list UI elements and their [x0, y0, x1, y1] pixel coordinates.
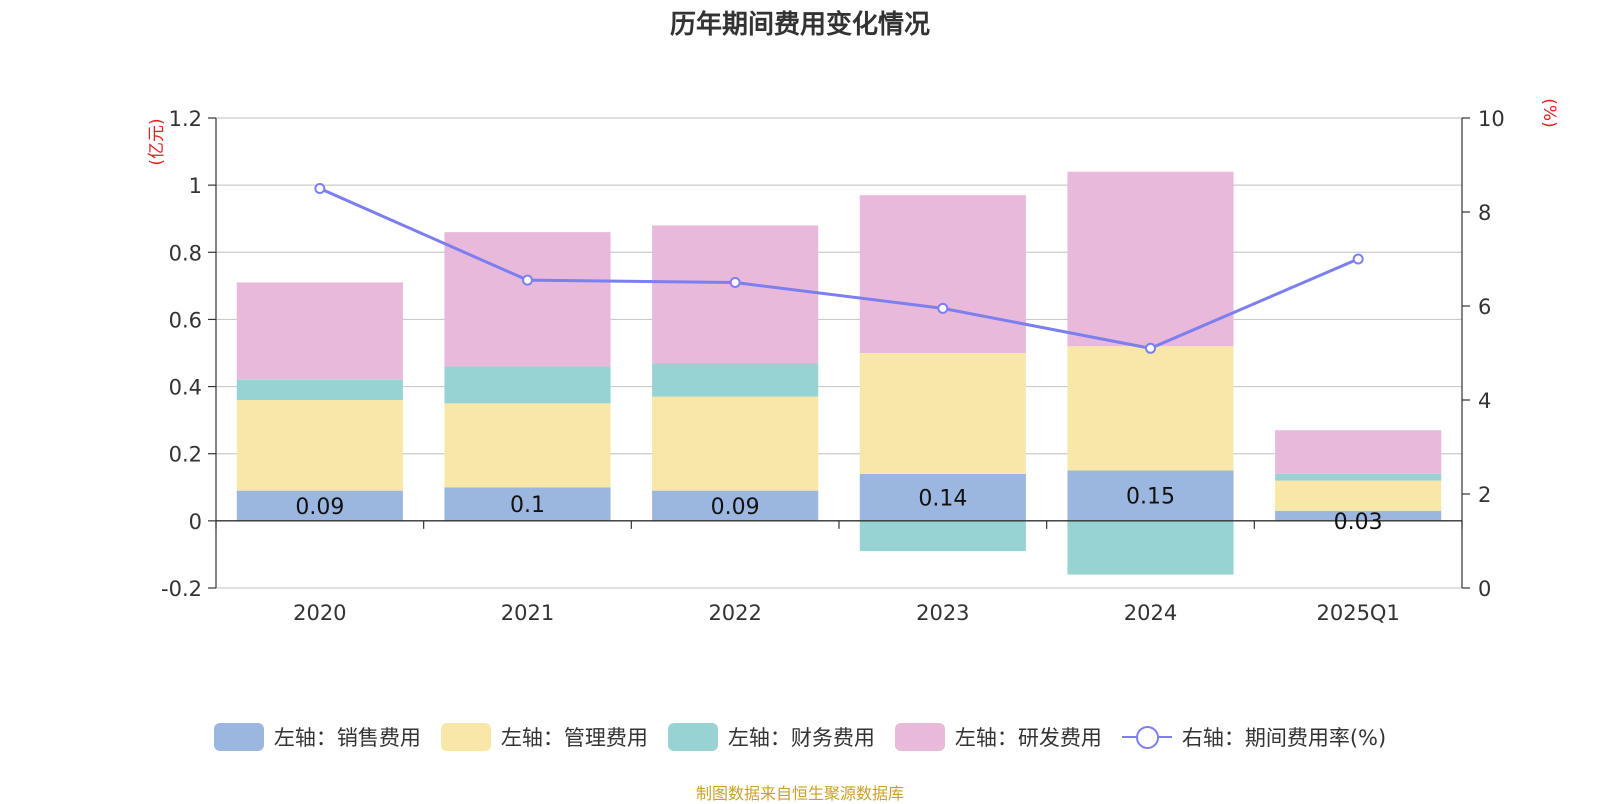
rate-point [1352, 253, 1364, 265]
x-tick-label: 2020 [293, 601, 346, 625]
bar-2023-s0 [859, 473, 1026, 521]
legend-swatch-admin [440, 723, 491, 751]
bar-2023-s3 [859, 195, 1026, 353]
chart-area: -0.2 0 0.2 0.4 0.6 0.8 1 1.2 0 2 4 6 8 10 (亿元) (%) 2020 2… [147, 98, 1559, 625]
bar-2021-s0 [444, 487, 611, 521]
data-label: 0.14 [918, 486, 967, 511]
rate-line [319, 187, 1359, 350]
right-tick-label: 6 [1478, 295, 1491, 319]
legend-label-admin: 左轴：管理费用 [500, 726, 648, 750]
legend-label-rate: 右轴：期间费用率(%) [1181, 726, 1387, 750]
right-unit-label: (%) [1539, 98, 1559, 127]
bar-2023-s1 [859, 353, 1026, 474]
left-tick-label: 0.8 [169, 241, 202, 265]
axes-group: -0.2 0 0.2 0.4 0.6 0.8 1 1.2 0 2 4 6 8 10 (亿元) (%) 2020 2… [147, 98, 1559, 625]
left-tick-label: 0.4 [169, 376, 202, 400]
data-label: 0.09 [295, 495, 344, 520]
source-note: 制图数据来自恒生聚源数据库 [695, 784, 904, 803]
left-tick-label: 0.2 [169, 443, 202, 467]
legend-item-admin[interactable]: 左轴：管理费用 [440, 722, 648, 752]
bar-2021-s3 [444, 232, 611, 367]
legend-line-marker [1121, 723, 1172, 751]
bar-2022-s0 [652, 490, 819, 521]
bar-2025Q1-s2 [1275, 473, 1442, 481]
data-label: 0.1 [510, 493, 545, 518]
left-tick-label: 0 [189, 510, 202, 534]
bar-2020-s2 [236, 379, 403, 400]
bar-2024-s2 [1067, 520, 1234, 575]
legend-dot [1135, 726, 1159, 749]
legend-item-rate[interactable]: 右轴：期间费用率(%) [1121, 722, 1387, 752]
data-label: 0.15 [1126, 485, 1175, 510]
legend-label-rd: 左轴：研发费用 [954, 726, 1102, 750]
bar-2021-s2 [444, 366, 611, 404]
left-tick-label: 0.6 [169, 308, 202, 332]
bar-2022-s3 [652, 225, 819, 364]
right-tick-label: 2 [1478, 483, 1491, 507]
bar-2020-s1 [236, 400, 403, 491]
legend-swatch-rd [894, 723, 945, 751]
x-tick-label: 2025Q1 [1316, 601, 1399, 625]
right-tick-label: 0 [1478, 577, 1491, 601]
bar-2024-s0 [1067, 470, 1234, 521]
bar-2022-s2 [652, 363, 819, 397]
right-tick-label: 4 [1478, 389, 1491, 413]
rate-point [1145, 342, 1156, 354]
bar-2024-s1 [1067, 346, 1234, 471]
x-tick-label: 2021 [501, 601, 554, 625]
bar-2020-s3 [236, 282, 403, 380]
rate-line-group [314, 183, 1364, 354]
legend-label-sales: 左轴：销售费用 [273, 726, 421, 750]
legend: 左轴：销售费用 左轴：管理费用 左轴：财务费用 左轴：研发费用 右轴：期间费用率… [0, 720, 1600, 754]
bar-2021-s1 [444, 403, 611, 488]
right-tick-label: 10 [1478, 107, 1505, 131]
x-tick-label: 2024 [1124, 601, 1177, 625]
bar-2022-s1 [652, 396, 819, 491]
rate-point [729, 277, 741, 288]
legend-item-finance[interactable]: 左轴：财务费用 [667, 722, 875, 752]
legend-item-rd[interactable]: 左轴：研发费用 [894, 722, 1102, 752]
left-tick-label: 1.2 [169, 107, 202, 131]
legend-swatch-sales [213, 723, 264, 751]
legend-item-sales[interactable]: 左轴：销售费用 [213, 722, 421, 752]
bar-2024-s3 [1067, 171, 1234, 347]
chart-title: 历年期间费用变化情况 [669, 10, 930, 40]
bar-2025Q1-s1 [1275, 480, 1442, 511]
bar-2020-s0 [236, 490, 403, 521]
legend-label-finance: 左轴：财务费用 [727, 726, 875, 750]
bar-2023-s2 [859, 520, 1026, 552]
rate-point [522, 274, 533, 286]
bar-2025Q1-s0 [1275, 510, 1442, 521]
rate-point [937, 302, 949, 314]
left-tick-label: -0.2 [161, 577, 202, 601]
x-tick-label: 2022 [708, 601, 761, 625]
rate-point [314, 183, 326, 194]
bars-group [236, 171, 1442, 575]
right-tick-label: 8 [1478, 201, 1491, 225]
x-tick-label: 2023 [916, 601, 969, 625]
data-label: 0.09 [711, 495, 760, 520]
left-tick-label: 1 [189, 174, 202, 198]
data-label: 0.03 [1334, 510, 1383, 535]
left-unit-label: (亿元) [147, 118, 167, 165]
bar-2025Q1-s3 [1275, 430, 1442, 474]
legend-swatch-finance [667, 723, 718, 751]
data-labels-group: 0.09 0.1 0.09 0.14 0.15 0.03 [295, 485, 1382, 535]
